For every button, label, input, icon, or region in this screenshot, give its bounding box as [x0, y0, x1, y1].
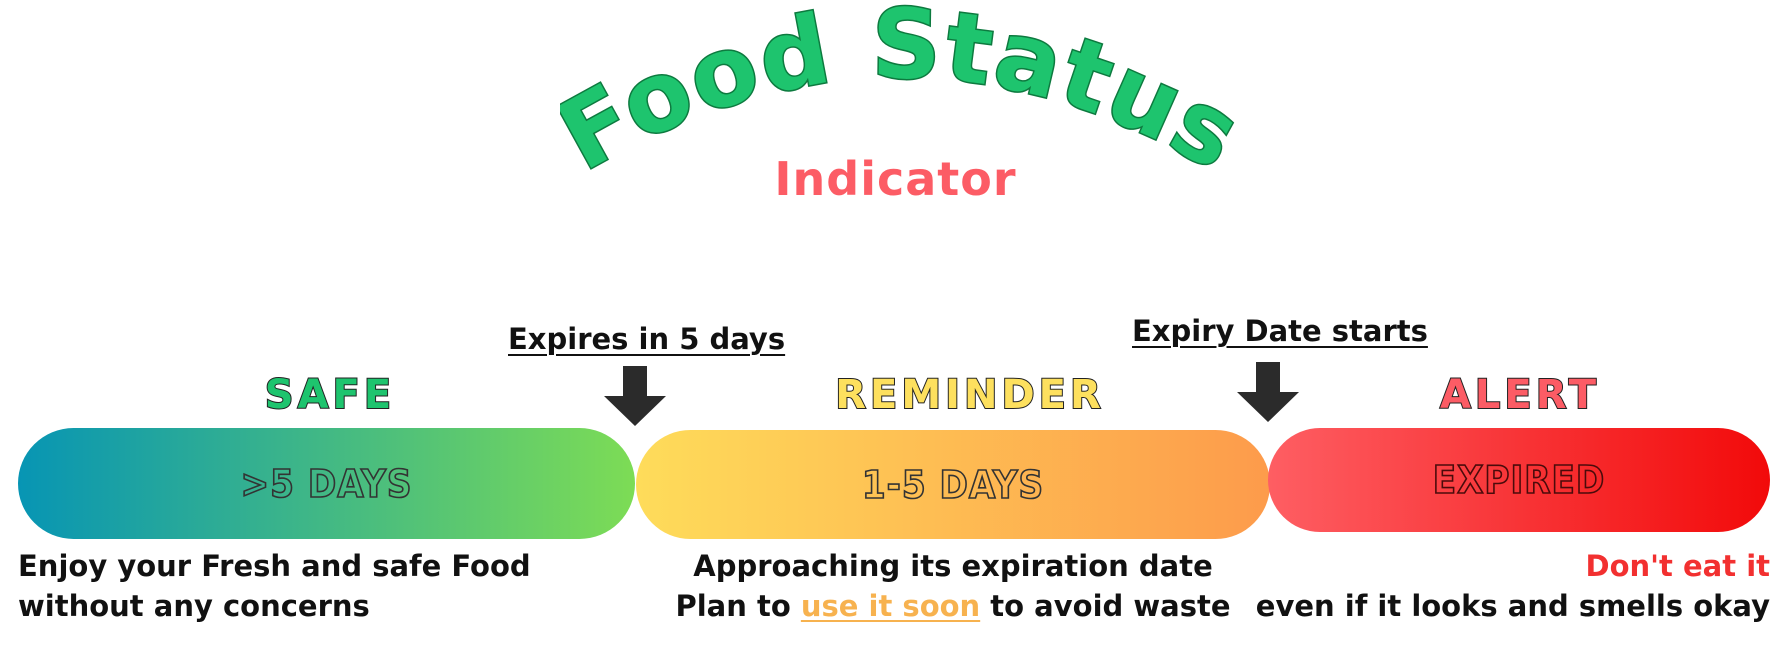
- reminder-description-line-1: Approaching its expiration date: [693, 549, 1213, 583]
- use-it-soon-link[interactable]: use it soon: [800, 589, 981, 623]
- alert-warning-text: Don't eat it: [1585, 549, 1770, 583]
- stage-label-safe: SAFE: [264, 371, 396, 419]
- safe-description-line-1: Enjoy your Fresh and safe Food: [18, 549, 531, 583]
- safe-description: Enjoy your Fresh and safe Food without a…: [18, 546, 531, 626]
- marker-expires-5-days-label: Expires in 5 days: [508, 322, 786, 356]
- safe-description-line-2: without any concerns: [18, 589, 370, 623]
- stage-bar-reminder: 1-5 DAYS: [636, 430, 1270, 539]
- reminder-line-2-suffix: to avoid waste: [980, 589, 1231, 623]
- reminder-line-2-prefix: Plan to: [675, 589, 801, 623]
- marker-expiry-date-starts-label: Expiry Date starts: [1132, 314, 1428, 348]
- stage-range-alert: EXPIRED: [1432, 457, 1606, 503]
- stage-bar-alert: EXPIRED: [1268, 428, 1770, 532]
- alert-description: Don't eat it even if it looks and smells…: [1256, 546, 1770, 626]
- stage-range-reminder: 1-5 DAYS: [861, 462, 1045, 508]
- down-arrow-icon: [1237, 362, 1299, 422]
- stage-bar-safe: >5 DAYS: [18, 428, 635, 539]
- stage-label-reminder: REMINDER: [834, 371, 1105, 419]
- title-graphic: Food Status: [560, 0, 1240, 194]
- down-arrow-icon: [604, 366, 666, 426]
- reminder-description: Approaching its expiration date Plan to …: [636, 546, 1270, 626]
- alert-description-line-2: even if it looks and smells okay: [1255, 589, 1770, 623]
- page-subtitle: Indicator: [774, 152, 1017, 206]
- stage-label-alert: ALERT: [1439, 371, 1601, 419]
- reminder-description-line-2: Plan to use it soon to avoid waste: [636, 586, 1270, 626]
- stage-range-safe: >5 DAYS: [240, 461, 413, 507]
